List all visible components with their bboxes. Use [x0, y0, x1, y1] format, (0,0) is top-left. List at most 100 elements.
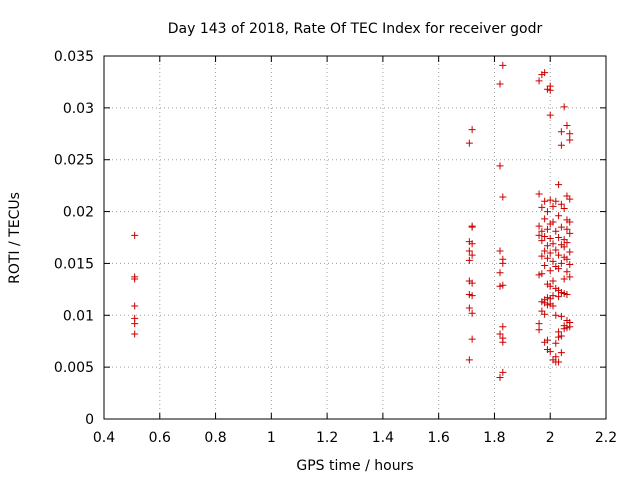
data-point — [541, 262, 549, 270]
data-point — [496, 269, 504, 277]
y-tick-label: 0.025 — [54, 153, 94, 169]
data-point — [468, 251, 476, 259]
data-point — [543, 225, 551, 233]
data-point — [557, 259, 565, 267]
data-point — [557, 141, 565, 149]
data-point — [546, 348, 554, 356]
data-point — [496, 80, 504, 88]
data-point — [549, 240, 557, 248]
data-point — [131, 302, 139, 310]
data-point — [538, 237, 546, 245]
data-points — [131, 61, 574, 382]
data-point — [546, 86, 554, 94]
data-point — [555, 265, 563, 273]
data-point — [535, 326, 543, 334]
data-point — [546, 196, 554, 204]
data-point — [499, 61, 507, 69]
y-tick-label: 0.02 — [63, 205, 94, 221]
data-point — [499, 193, 507, 201]
data-point — [468, 309, 476, 317]
data-point — [552, 311, 560, 319]
data-point — [555, 293, 563, 301]
data-point — [549, 202, 557, 210]
data-point — [563, 121, 571, 129]
data-point — [566, 218, 574, 226]
data-point — [555, 212, 563, 220]
y-tick-label: 0.035 — [54, 49, 94, 65]
data-point — [546, 267, 554, 275]
data-point — [552, 246, 560, 254]
data-point — [535, 77, 543, 85]
data-point — [563, 268, 571, 276]
data-point — [552, 227, 560, 235]
data-point — [541, 247, 549, 255]
y-tick-label: 0.03 — [63, 101, 94, 117]
data-point — [549, 302, 557, 310]
plot-frame — [103, 55, 607, 420]
data-point — [468, 335, 476, 343]
data-point — [543, 242, 551, 250]
data-point — [131, 330, 139, 338]
axis-ticks: 0.4 0.6 0.8 1 1.2 1.4 1.6 1.8 2 2.2 0 0.005 0.01 0.01… — [54, 49, 617, 446]
x-tick-label: 2.2 — [595, 430, 617, 446]
data-point — [496, 330, 504, 338]
data-point — [563, 239, 571, 247]
data-point — [541, 197, 549, 205]
grid-lines — [104, 56, 606, 419]
data-point — [557, 200, 565, 208]
data-point — [499, 323, 507, 331]
data-point — [555, 234, 563, 241]
data-point — [557, 349, 565, 357]
data-point — [566, 260, 574, 268]
data-point — [560, 103, 568, 111]
data-point — [499, 368, 507, 376]
data-point — [468, 279, 476, 287]
x-tick-label: 0.6 — [149, 430, 171, 446]
data-point — [546, 282, 554, 290]
data-point — [555, 333, 563, 341]
data-point — [541, 338, 549, 346]
x-tick-label: 1.4 — [372, 430, 394, 446]
chart-title: Day 143 of 2018, Rate Of TEC Index for r… — [168, 21, 543, 37]
data-point — [535, 271, 543, 279]
data-point — [555, 358, 563, 366]
data-point — [546, 220, 554, 228]
data-point — [535, 222, 543, 230]
data-point — [566, 273, 574, 281]
data-point — [538, 227, 546, 235]
data-point — [566, 130, 574, 138]
data-point — [496, 282, 504, 290]
data-point — [546, 249, 554, 257]
data-point — [549, 277, 557, 285]
data-point — [563, 225, 571, 233]
data-point — [499, 338, 507, 346]
y-tick-label: 0.005 — [54, 360, 94, 376]
data-point — [465, 304, 473, 312]
x-tick-label: 1.8 — [483, 430, 505, 446]
data-point — [555, 251, 563, 259]
data-point — [566, 248, 574, 256]
data-point — [555, 181, 563, 189]
data-point — [541, 215, 549, 223]
data-point — [566, 136, 574, 144]
data-point — [543, 208, 551, 216]
data-point — [465, 139, 473, 147]
x-tick-label: 1.6 — [428, 430, 450, 446]
x-tick-label: 0.8 — [204, 430, 226, 446]
data-point — [499, 259, 507, 267]
data-point — [552, 197, 560, 205]
data-point — [131, 275, 139, 283]
data-point — [546, 111, 554, 119]
data-point — [560, 204, 568, 212]
data-point — [541, 69, 549, 77]
y-tick-label: 0.015 — [54, 256, 94, 272]
x-tick-label: 0.4 — [93, 430, 115, 446]
data-point — [538, 203, 546, 211]
data-point — [468, 126, 476, 134]
data-point — [496, 247, 504, 255]
y-axis-label: ROTI / TECUs — [7, 192, 23, 284]
data-point — [538, 252, 546, 260]
data-point — [468, 223, 476, 231]
data-point — [543, 254, 551, 262]
